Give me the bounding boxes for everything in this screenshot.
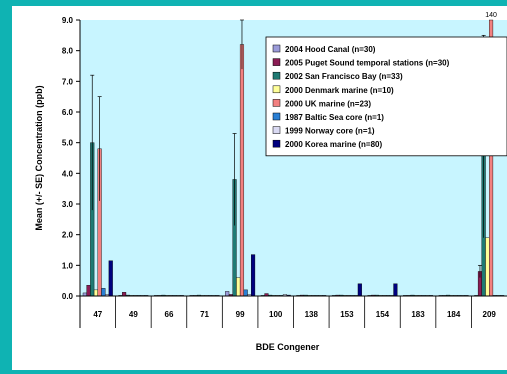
x-tick-label: 183	[411, 310, 425, 319]
y-tick-label: 6.0	[62, 108, 74, 117]
legend-swatch	[272, 139, 281, 148]
x-tick-label: 66	[165, 310, 174, 319]
bar	[239, 44, 245, 297]
x-tick-label: 49	[129, 310, 138, 319]
bar	[86, 285, 91, 297]
legend-swatch	[272, 112, 281, 121]
legend-entry-label: 2002 San Francisco Bay (n=33)	[285, 72, 403, 81]
legend-entry-label: 2004 Hood Canal (n=30)	[285, 45, 376, 54]
x-tick-label: 100	[269, 310, 283, 319]
bar	[236, 277, 241, 297]
bar	[225, 291, 230, 297]
legend-swatch	[272, 126, 281, 134]
x-tick-label: 138	[305, 310, 319, 319]
bar	[122, 292, 127, 297]
x-tick-label: 153	[340, 310, 354, 319]
legend-entry-label: 2000 UK marine (n=23)	[285, 99, 371, 108]
y-tick-label: 9.0	[62, 16, 74, 25]
bar	[93, 289, 98, 297]
bar	[251, 254, 256, 297]
y-tick-label: 1.0	[62, 261, 74, 270]
x-tick-label: 47	[93, 310, 102, 319]
x-tick-label: 184	[447, 310, 461, 319]
data-label: 140	[485, 12, 497, 19]
legend-swatch	[272, 58, 281, 66]
legend-swatch	[272, 99, 281, 107]
y-ticks: 0.0 1.0 2.0 3.0 4.0 5.0 6.0 7.0 8.0 9.0	[62, 16, 80, 301]
bar	[357, 283, 362, 297]
bar-chart: 0.0 1.0 2.0 3.0 4.0 5.0 6.0 7.0 8.0 9.0 47 49 66 71 9…	[34, 12, 507, 352]
y-tick-label: 2.0	[62, 231, 74, 240]
x-ticks: 47 49 66 71 99 100 138 153 154 183 184 209	[79, 296, 497, 328]
y-tick-label: 5.0	[62, 139, 74, 148]
bar	[393, 283, 398, 297]
legend-entry-label: 2005 Puget Sound temporal stations (n=30…	[285, 59, 450, 68]
bar	[101, 288, 106, 297]
legend-entry-label: 1999 Norway core (n=1)	[285, 127, 375, 136]
legend-box	[265, 36, 507, 157]
y-tick-label: 4.0	[62, 169, 74, 178]
chart-frame: 0.0 1.0 2.0 3.0 4.0 5.0 6.0 7.0 8.0 9.0 47 49 66 71 9…	[12, 6, 507, 370]
legend-swatch	[272, 85, 281, 94]
y-tick-label: 0.0	[62, 292, 74, 301]
y-tick-label: 8.0	[62, 47, 74, 56]
x-tick-label: 99	[236, 310, 245, 319]
legend-entry-label: 1987 Baltic Sea core (n=1)	[285, 113, 384, 122]
x-tick-label: 71	[200, 310, 209, 319]
legend: 2004 Hood Canal (n=30) 2005 Puget Sound t…	[265, 36, 507, 157]
x-tick-label: 154	[376, 310, 390, 319]
legend-entry-label: 2000 Korea marine (n=80)	[285, 140, 382, 149]
bar	[485, 237, 490, 297]
x-axis-title: BDE Congener	[256, 342, 320, 352]
x-tick-label: 209	[483, 310, 497, 319]
y-tick-label: 7.0	[62, 77, 74, 86]
legend-swatch	[272, 71, 281, 80]
bar	[243, 289, 248, 297]
legend-swatch	[272, 44, 281, 53]
y-tick-label: 3.0	[62, 200, 74, 209]
bar	[108, 260, 113, 297]
y-axis-title: Mean (+/- SE) Concentration (ppb)	[34, 85, 44, 230]
legend-entry-label: 2000 Denmark marine (n=10)	[285, 86, 394, 95]
annotations-layer: 140	[485, 12, 497, 19]
